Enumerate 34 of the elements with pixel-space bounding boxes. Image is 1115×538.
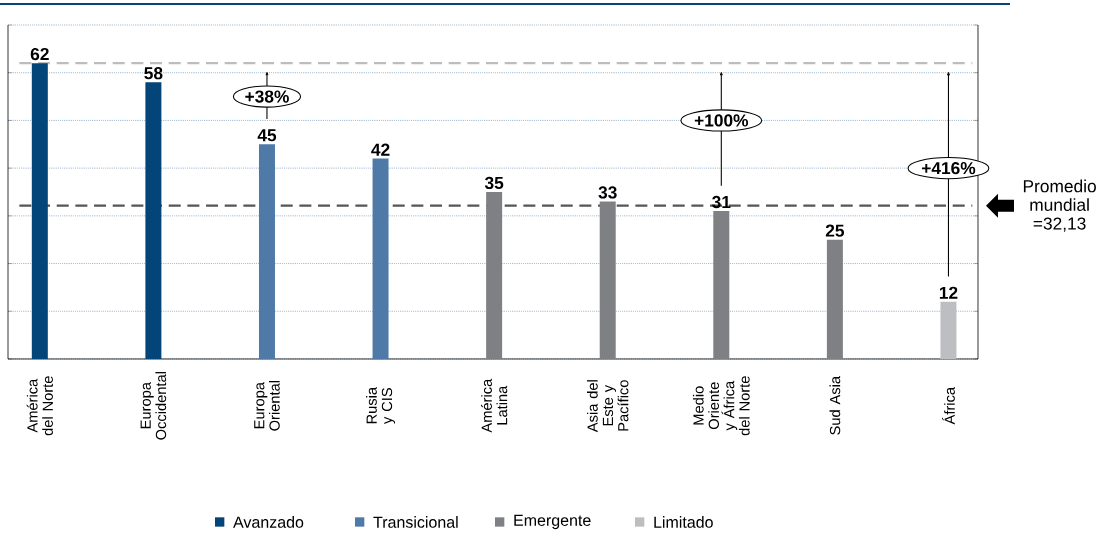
bar [940,301,957,359]
bar [599,201,616,359]
bar [145,82,162,359]
bar [826,239,843,359]
legend-label: Transicional [373,516,458,528]
legend-label: Limitado [654,516,713,528]
bar [486,191,503,359]
x-tick-label: Medio Oriente y África del Norte [692,376,750,436]
x-tick-label: Rusia y CIS [366,386,396,424]
data-label: 62 [30,47,49,61]
bar [372,158,389,359]
bar [713,211,730,359]
bar [258,144,275,359]
x-tick-label: América Latina [481,378,508,433]
x-tick-label: Europa Occidental [140,372,167,440]
x-tick-label: África [942,386,955,425]
x-tick-label: Asia del Este y Pacífico [587,380,629,433]
x-tick-label: América del Norte [26,376,53,436]
legend-label: Avanzado [233,516,304,528]
data-label: 58 [144,67,163,80]
x-tick-label: Sud Asia [829,375,841,435]
ref-line-label: Promedio mundial =32,13 [1023,179,1096,232]
bar [31,63,48,359]
legend-label: Emergente [514,514,591,530]
data-label: 35 [484,176,504,190]
data-label: 12 [939,286,958,299]
annotation: +38% [245,90,289,103]
x-tick-label: Europa Oriental [254,381,280,431]
data-label: 33 [598,186,617,199]
annotation: +100% [694,114,749,127]
data-label: 45 [257,129,277,142]
annotation: +416% [921,162,976,175]
data-label: 42 [371,143,390,156]
data-label: 25 [825,224,845,237]
